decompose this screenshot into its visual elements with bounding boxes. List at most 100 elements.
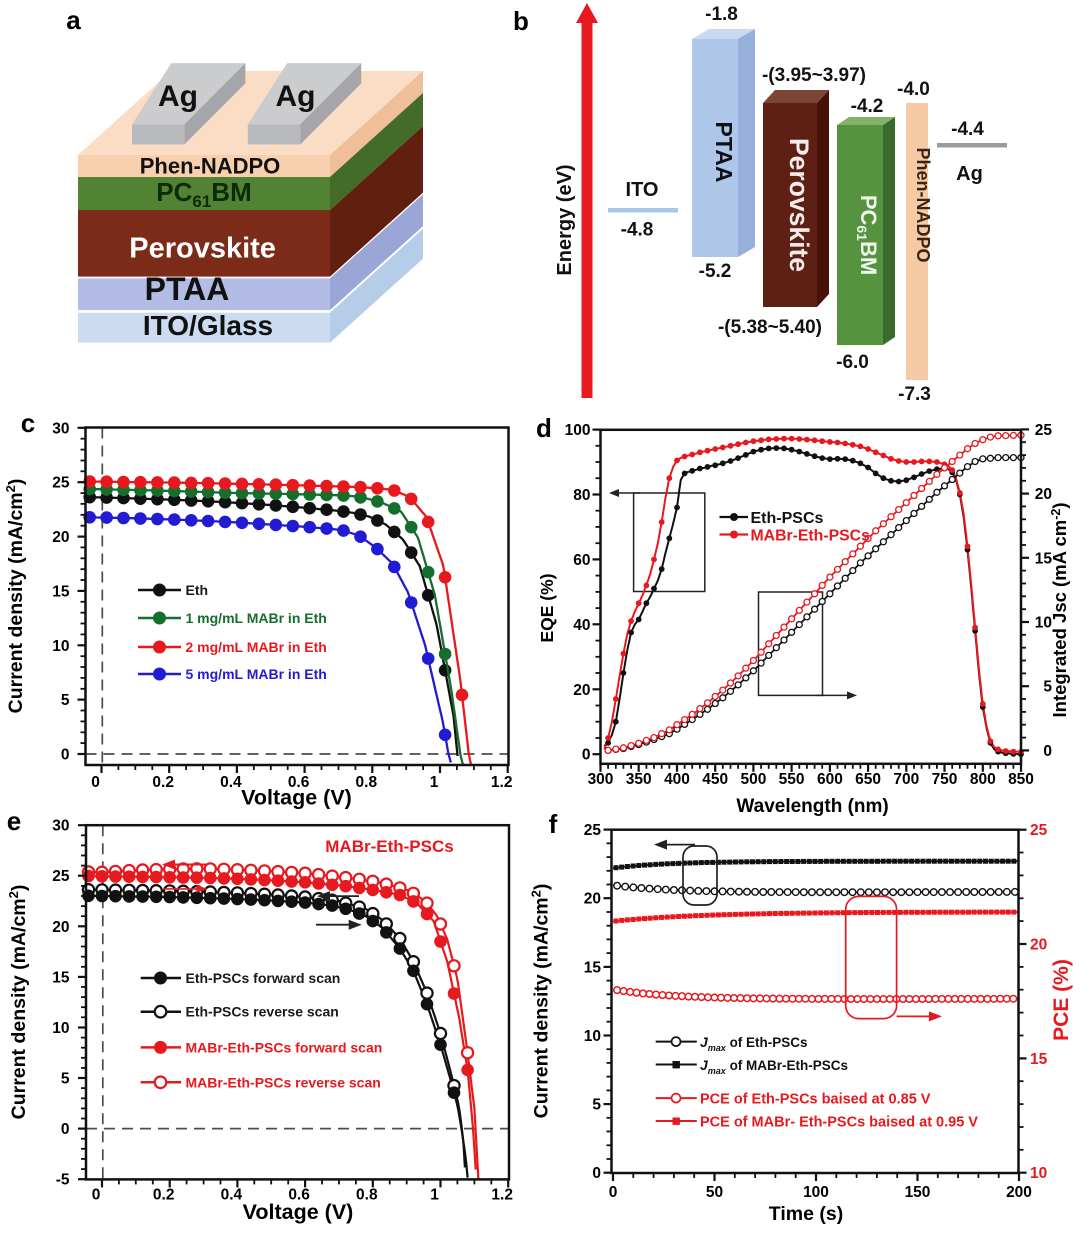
svg-text:850: 850 bbox=[1008, 771, 1034, 788]
svg-text:0: 0 bbox=[92, 1187, 101, 1204]
svg-text:-4.0: -4.0 bbox=[897, 79, 930, 100]
svg-text:25: 25 bbox=[52, 475, 70, 492]
svg-text:Perovskite: Perovskite bbox=[129, 233, 276, 265]
svg-text:Eth: Eth bbox=[186, 582, 209, 598]
svg-text:20: 20 bbox=[1030, 937, 1047, 954]
svg-text:Current density (mA/cm2): Current density (mA/cm2) bbox=[3, 479, 27, 714]
svg-text:-5: -5 bbox=[56, 1172, 70, 1189]
svg-text:1.2: 1.2 bbox=[491, 774, 513, 791]
svg-text:0: 0 bbox=[592, 1165, 601, 1182]
svg-text:40: 40 bbox=[573, 617, 590, 634]
svg-text:-1.8: -1.8 bbox=[705, 4, 738, 25]
svg-text:Ag: Ag bbox=[276, 80, 316, 113]
svg-text:Perovskite: Perovskite bbox=[784, 138, 814, 272]
svg-text:1 mg/mL MABr in Eth: 1 mg/mL MABr in Eth bbox=[186, 610, 327, 626]
svg-text:Voltage (V): Voltage (V) bbox=[241, 786, 352, 810]
svg-text:0: 0 bbox=[582, 747, 591, 764]
svg-text:5: 5 bbox=[1043, 679, 1052, 696]
svg-text:350: 350 bbox=[626, 771, 652, 788]
svg-text:30: 30 bbox=[52, 420, 69, 437]
svg-text:Integrated Jsc (mA cm-2): Integrated Jsc (mA cm-2) bbox=[1049, 502, 1070, 717]
svg-text:25: 25 bbox=[1035, 422, 1053, 439]
svg-text:450: 450 bbox=[702, 771, 728, 788]
svg-text:f: f bbox=[549, 809, 558, 839]
svg-text:20: 20 bbox=[52, 919, 69, 936]
svg-text:20: 20 bbox=[573, 682, 590, 699]
svg-text:c: c bbox=[21, 408, 35, 438]
svg-text:d: d bbox=[536, 413, 552, 443]
svg-text:1: 1 bbox=[430, 774, 439, 791]
svg-text:Energy (eV): Energy (eV) bbox=[554, 164, 576, 275]
svg-text:0.8: 0.8 bbox=[356, 774, 378, 791]
svg-text:50: 50 bbox=[706, 1184, 723, 1201]
svg-text:a: a bbox=[66, 5, 81, 35]
svg-text:750: 750 bbox=[932, 771, 958, 788]
svg-text:Time (s): Time (s) bbox=[769, 1203, 843, 1225]
svg-text:100: 100 bbox=[803, 1184, 829, 1201]
svg-text:Ag: Ag bbox=[956, 163, 983, 185]
svg-text:Current density (mA/cm2): Current density (mA/cm2) bbox=[6, 885, 30, 1120]
svg-text:Jmax of MABr-Eth-PSCs: Jmax of MABr-Eth-PSCs bbox=[700, 1057, 848, 1076]
svg-text:650: 650 bbox=[855, 771, 881, 788]
svg-text:PCE (%): PCE (%) bbox=[1050, 959, 1073, 1041]
svg-text:0: 0 bbox=[61, 747, 70, 764]
svg-text:Voltage (V): Voltage (V) bbox=[243, 1200, 354, 1224]
svg-text:-(5.38~5.40): -(5.38~5.40) bbox=[718, 317, 822, 338]
svg-text:5: 5 bbox=[61, 1071, 70, 1088]
svg-text:-7.3: -7.3 bbox=[898, 384, 931, 405]
svg-text:Phen-NADPO: Phen-NADPO bbox=[140, 154, 281, 179]
svg-text:80: 80 bbox=[573, 487, 590, 504]
svg-text:20: 20 bbox=[584, 891, 601, 908]
svg-text:25: 25 bbox=[1030, 822, 1048, 839]
svg-text:10: 10 bbox=[52, 1020, 69, 1037]
svg-text:-(3.95~3.97): -(3.95~3.97) bbox=[762, 65, 866, 86]
svg-text:-6.0: -6.0 bbox=[836, 352, 869, 373]
svg-text:-4.4: -4.4 bbox=[951, 119, 984, 140]
svg-text:500: 500 bbox=[740, 771, 766, 788]
svg-text:600: 600 bbox=[817, 771, 843, 788]
svg-text:200: 200 bbox=[1006, 1184, 1032, 1201]
svg-text:0: 0 bbox=[61, 1121, 70, 1138]
svg-text:0.4: 0.4 bbox=[220, 774, 242, 791]
svg-text:PCE of Eth-PSCs baised at 0.8: PCE of Eth-PSCs baised at 0.85 V bbox=[700, 1092, 931, 1108]
svg-text:25: 25 bbox=[584, 822, 602, 839]
svg-text:10: 10 bbox=[52, 638, 69, 655]
svg-text:MABr-Eth-PSCs: MABr-Eth-PSCs bbox=[325, 837, 453, 856]
svg-text:-4.2: -4.2 bbox=[851, 96, 884, 117]
svg-text:15: 15 bbox=[52, 969, 70, 986]
svg-text:15: 15 bbox=[1035, 550, 1053, 567]
svg-text:10: 10 bbox=[1035, 615, 1052, 632]
svg-text:Eth-PSCs reverse scan: Eth-PSCs reverse scan bbox=[186, 1004, 339, 1020]
svg-text:60: 60 bbox=[573, 552, 590, 569]
svg-text:0.6: 0.6 bbox=[288, 774, 310, 791]
svg-text:0.2: 0.2 bbox=[152, 774, 174, 791]
svg-text:-4.8: -4.8 bbox=[621, 220, 654, 241]
svg-text:PCE of MABr- Eth-PSCs baised: PCE of MABr- Eth-PSCs baised at 0.95 V bbox=[700, 1115, 978, 1131]
svg-text:5: 5 bbox=[61, 692, 70, 709]
svg-text:0: 0 bbox=[91, 774, 100, 791]
svg-text:150: 150 bbox=[905, 1184, 931, 1201]
svg-text:1.2: 1.2 bbox=[491, 1187, 513, 1204]
svg-text:MABr-Eth-PSCs forward scan: MABr-Eth-PSCs forward scan bbox=[186, 1039, 383, 1055]
svg-text:15: 15 bbox=[584, 959, 602, 976]
svg-text:ITO/Glass: ITO/Glass bbox=[143, 310, 273, 341]
svg-text:0: 0 bbox=[609, 1184, 618, 1201]
svg-text:MABr-Eth-PSCs reverse scan: MABr-Eth-PSCs reverse scan bbox=[186, 1074, 381, 1090]
svg-text:Jmax of Eth-PSCs: Jmax of Eth-PSCs bbox=[700, 1034, 808, 1053]
svg-text:15: 15 bbox=[1030, 1051, 1048, 1068]
svg-text:1: 1 bbox=[430, 1187, 439, 1204]
svg-text:800: 800 bbox=[970, 771, 996, 788]
svg-text:10: 10 bbox=[584, 1028, 601, 1045]
svg-text:15: 15 bbox=[52, 583, 70, 600]
svg-text:20: 20 bbox=[52, 529, 69, 546]
svg-text:0.4: 0.4 bbox=[221, 1187, 243, 1204]
svg-text:Eth-PSCs forward scan: Eth-PSCs forward scan bbox=[186, 970, 341, 986]
svg-text:5 mg/mL MABr in Eth: 5 mg/mL MABr in Eth bbox=[186, 666, 327, 682]
svg-text:10: 10 bbox=[1030, 1165, 1047, 1182]
svg-text:0: 0 bbox=[1043, 743, 1052, 760]
svg-text:300: 300 bbox=[588, 771, 614, 788]
svg-text:Eth-PSCs: Eth-PSCs bbox=[751, 510, 824, 527]
svg-text:-5.2: -5.2 bbox=[699, 261, 732, 282]
svg-text:ITO: ITO bbox=[626, 179, 659, 201]
svg-text:MABr-Eth-PSCs: MABr-Eth-PSCs bbox=[751, 528, 871, 545]
